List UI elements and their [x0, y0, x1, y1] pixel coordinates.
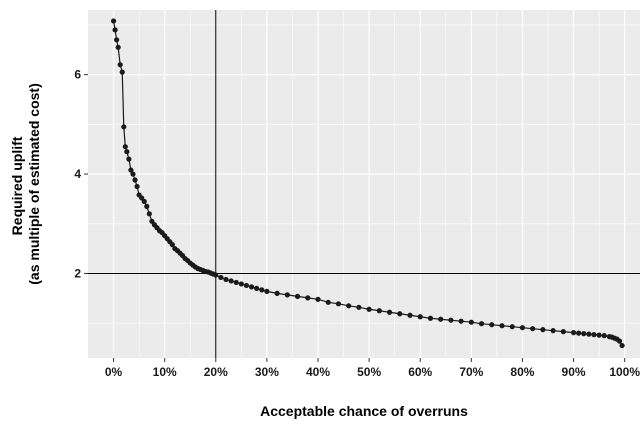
- data-point: [356, 304, 362, 310]
- x-tick-label: 90%: [562, 365, 586, 379]
- data-point: [397, 311, 403, 317]
- data-point: [366, 306, 372, 312]
- y-tick-label: 4: [74, 167, 81, 181]
- data-point: [128, 167, 134, 173]
- x-tick-label: 20%: [204, 365, 228, 379]
- data-point: [596, 332, 602, 338]
- data-point: [112, 27, 118, 33]
- data-point: [146, 211, 152, 217]
- data-point: [417, 314, 423, 320]
- data-point: [141, 198, 147, 204]
- x-tick-label: 40%: [306, 365, 330, 379]
- data-point: [448, 317, 454, 323]
- data-point: [243, 282, 250, 289]
- data-point: [124, 149, 130, 155]
- data-point: [223, 276, 229, 283]
- data-point: [386, 309, 393, 315]
- data-point: [110, 18, 117, 24]
- data-point: [468, 319, 474, 325]
- x-tick-label: 30%: [255, 365, 279, 379]
- data-series: [110, 18, 625, 349]
- data-point: [315, 296, 321, 302]
- data-point: [169, 242, 175, 248]
- data-point: [238, 281, 244, 287]
- grid-lines: [88, 10, 640, 358]
- data-point: [530, 326, 536, 332]
- data-point: [576, 330, 582, 336]
- data-point: [294, 293, 301, 299]
- data-point: [489, 322, 495, 328]
- data-point: [586, 331, 592, 337]
- data-point: [254, 285, 260, 291]
- data-point: [115, 44, 121, 50]
- data-point: [284, 292, 290, 298]
- x-tick-label: 0%: [105, 365, 123, 379]
- data-point: [274, 290, 280, 296]
- data-point: [478, 321, 485, 327]
- data-point: [119, 69, 125, 75]
- data-point: [228, 278, 234, 284]
- data-point: [325, 299, 331, 305]
- data-point: [458, 318, 464, 324]
- data-point: [233, 279, 239, 286]
- y-axis-ticks: 2 4 6: [74, 68, 88, 280]
- data-point: [407, 312, 413, 318]
- data-point: [346, 303, 352, 309]
- x-tick-label: 60%: [408, 365, 432, 379]
- x-tick-label: 10%: [153, 365, 177, 379]
- plot-panel: [88, 10, 640, 358]
- y-axis-title-line-2: (as multiple of estimated cost): [26, 83, 42, 284]
- x-axis-ticks: 0% 10% 20% 30% 40% 50% 60% 70% 80% 90% 100%: [105, 358, 640, 379]
- data-point: [144, 203, 150, 209]
- data-point: [560, 329, 566, 335]
- y-axis-title-line-1: Required uplift: [9, 136, 25, 235]
- data-point: [264, 288, 270, 294]
- y-tick-label: 2: [74, 266, 81, 280]
- data-point: [213, 272, 219, 278]
- data-point: [335, 301, 342, 307]
- data-point: [121, 124, 127, 130]
- x-tick-label: 100%: [609, 365, 640, 379]
- x-tick-label: 50%: [357, 365, 381, 379]
- data-point: [601, 333, 607, 339]
- data-point: [126, 156, 132, 162]
- data-point: [259, 287, 265, 293]
- x-tick-label: 80%: [510, 365, 534, 379]
- data-point: [130, 171, 136, 177]
- data-point: [570, 330, 577, 336]
- data-point: [427, 315, 434, 321]
- data-point: [305, 295, 311, 301]
- y-tick-label: 6: [74, 68, 81, 82]
- data-point: [591, 332, 597, 338]
- data-point: [616, 338, 623, 344]
- x-axis-title: Acceptable chance of overruns: [260, 403, 468, 419]
- data-point: [114, 37, 120, 43]
- y-axis-title: Required uplift (as multiple of estimate…: [9, 83, 42, 284]
- data-point: [117, 62, 123, 68]
- x-tick-label: 70%: [459, 365, 483, 379]
- data-point: [519, 325, 526, 331]
- data-point: [376, 308, 382, 314]
- data-point: [218, 274, 224, 281]
- data-point: [550, 328, 556, 334]
- data-point: [132, 177, 138, 183]
- reference-lines: [88, 10, 640, 358]
- data-point: [122, 144, 128, 150]
- data-point: [499, 323, 505, 329]
- data-point: [619, 342, 625, 349]
- data-point: [581, 331, 587, 337]
- data-point: [248, 284, 255, 290]
- data-point: [540, 327, 546, 333]
- data-point: [134, 183, 140, 190]
- data-point: [438, 316, 444, 322]
- data-point: [509, 324, 515, 330]
